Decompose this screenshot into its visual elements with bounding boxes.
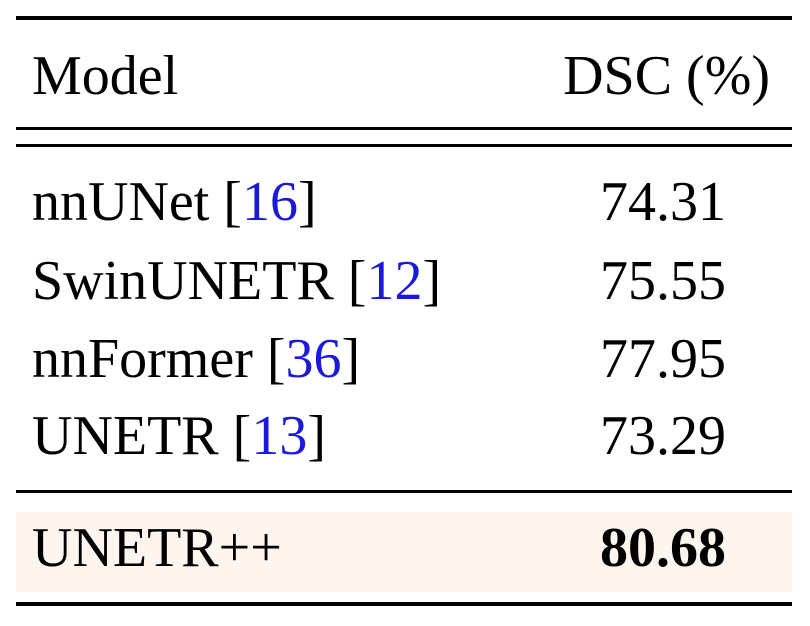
row-model: nnUNet [16]: [32, 171, 317, 233]
header-rule-upper: [16, 127, 792, 130]
row-dsc: 77.95: [600, 328, 726, 390]
top-rule: [16, 16, 792, 20]
row-dsc: 75.55: [600, 250, 726, 312]
header-rule-lower: [16, 144, 792, 147]
row-dsc: 73.29: [600, 405, 726, 467]
citation-link[interactable]: 13: [251, 405, 308, 467]
citation-link[interactable]: 12: [366, 250, 423, 312]
row-dsc: 74.31: [600, 171, 726, 233]
citation-link[interactable]: 16: [241, 171, 298, 233]
row-model: SwinUNETR [12]: [32, 250, 442, 312]
header-model: Model: [32, 45, 179, 107]
table-row: SwinUNETR [12] 75.55: [16, 253, 792, 333]
table-row: UNETR [13] 73.29: [16, 408, 792, 488]
highlight-model: UNETR++: [32, 517, 282, 579]
results-table: Model DSC (%) nnUNet [16] 74.31 SwinUNET…: [16, 0, 792, 626]
highlight-row: UNETR++ 80.68: [16, 512, 792, 592]
citation-link[interactable]: 36: [285, 328, 342, 390]
highlight-dsc: 80.68: [600, 517, 726, 579]
table-row: nnFormer [36] 77.95: [16, 331, 792, 411]
header-dsc: DSC (%): [563, 45, 770, 107]
row-model: UNETR [13]: [32, 405, 326, 467]
bottom-rule: [16, 602, 792, 606]
mid-rule: [16, 490, 792, 493]
table-row: nnUNet [16] 74.31: [16, 174, 792, 254]
row-model: nnFormer [36]: [32, 328, 361, 390]
